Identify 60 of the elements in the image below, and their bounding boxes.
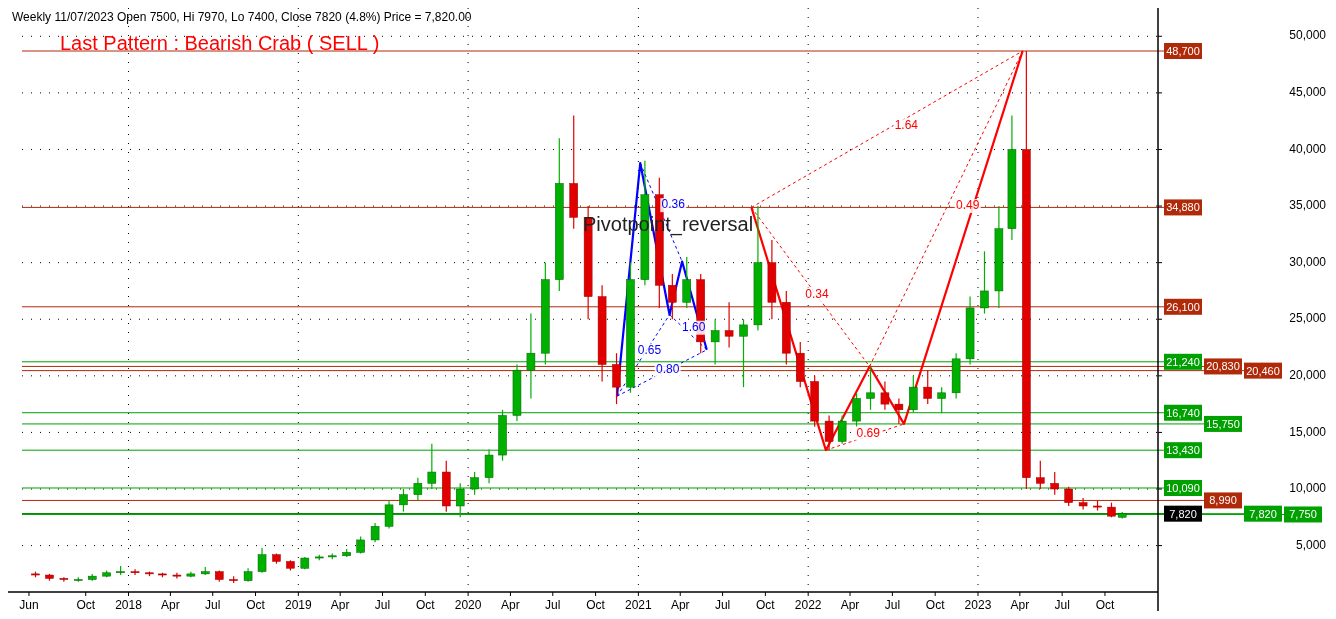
ref-line-label: 20,460 (1246, 364, 1280, 377)
ref-line-label: 48,700 (1166, 44, 1200, 57)
x-tick-label: Oct (76, 598, 96, 613)
y-tick-label: 25,000 (1289, 311, 1327, 326)
chart-title: Weekly 11/07/2023 Open 7500, Hi 7970, Lo 7400, Close 7820 (4.8%) Price = 7,820.00 (12, 10, 472, 25)
y-tick-label: 40,000 (1289, 141, 1327, 156)
y-tick-label: 5,000 (1295, 537, 1327, 552)
x-tick-label: 2019 (284, 598, 312, 613)
x-tick-label: Oct (415, 598, 436, 613)
x-tick-label: Oct (1095, 598, 1115, 613)
x-tick-label: Apr (161, 598, 180, 613)
x-tick-label: Apr (330, 598, 350, 613)
y-tick-label: 15,000 (1289, 424, 1327, 439)
y-tick-label: 20,000 (1289, 368, 1327, 382)
ref-line-label: 8,990 (1209, 494, 1237, 507)
x-tick-label: Apr (840, 598, 860, 613)
ref-line-label: 7,820 (1169, 507, 1197, 520)
annotation: 0.65 (637, 343, 662, 358)
x-tick-label: Jul (884, 598, 901, 613)
annotation: 0.80 (656, 362, 680, 377)
ref-line-label: 26,100 (1166, 300, 1200, 313)
annotation: 0.36 (661, 197, 686, 212)
ref-line-label: 7,820 (1249, 507, 1277, 520)
y-tick-label: 10,000 (1289, 481, 1327, 496)
ref-line-label: 34,880 (1166, 201, 1200, 214)
x-tick-label: Oct (925, 598, 946, 613)
annotation: 0.49 (956, 198, 980, 213)
y-tick-label: 30,000 (1289, 254, 1327, 269)
ref-line-label: 21,240 (1166, 355, 1200, 368)
text: Last Pattern : Bearish Crab ( SELL ) (60, 32, 380, 54)
annotation: 1.64 (894, 118, 919, 133)
ref-line-label: 15,750 (1206, 417, 1240, 430)
ref-line-label: 13,430 (1166, 444, 1200, 457)
ref-line-label: 10,090 (1166, 481, 1200, 494)
ref-line-label: 7,750 (1289, 508, 1317, 521)
ref-line-label: 20,830 (1206, 360, 1240, 373)
x-tick-label: Apr (670, 598, 690, 613)
x-tick-label: Oct (756, 598, 776, 613)
x-tick-label: Jul (545, 598, 561, 613)
annotation: 0.34 (805, 286, 830, 301)
x-tick-label: Jun (19, 598, 39, 613)
x-tick-label: 2023 (964, 598, 992, 613)
x-tick-label: 2021 (625, 598, 653, 613)
x-tick-label: 2022 (794, 598, 822, 613)
annotation: 0.69 (856, 425, 881, 440)
y-tick-label: 50,000 (1289, 28, 1327, 43)
ref-line-label: 16,740 (1166, 406, 1200, 419)
x-tick-label: Jul (205, 598, 221, 613)
x-tick-label: Apr (1010, 598, 1030, 613)
annotation: 1.60 (682, 319, 706, 334)
y-tick-label: 45,000 (1289, 85, 1327, 100)
x-tick-label: Jul (374, 598, 391, 613)
x-tick-label: Oct (246, 598, 266, 613)
x-tick-label: Apr (501, 598, 520, 613)
x-tick-label: 2018 (115, 598, 143, 613)
x-tick-label: 2020 (454, 598, 482, 613)
x-tick-label: Jul (1054, 598, 1070, 613)
x-tick-label: Jul (714, 598, 731, 613)
y-tick-label: 35,000 (1289, 198, 1327, 213)
x-tick-label: Oct (586, 598, 606, 613)
